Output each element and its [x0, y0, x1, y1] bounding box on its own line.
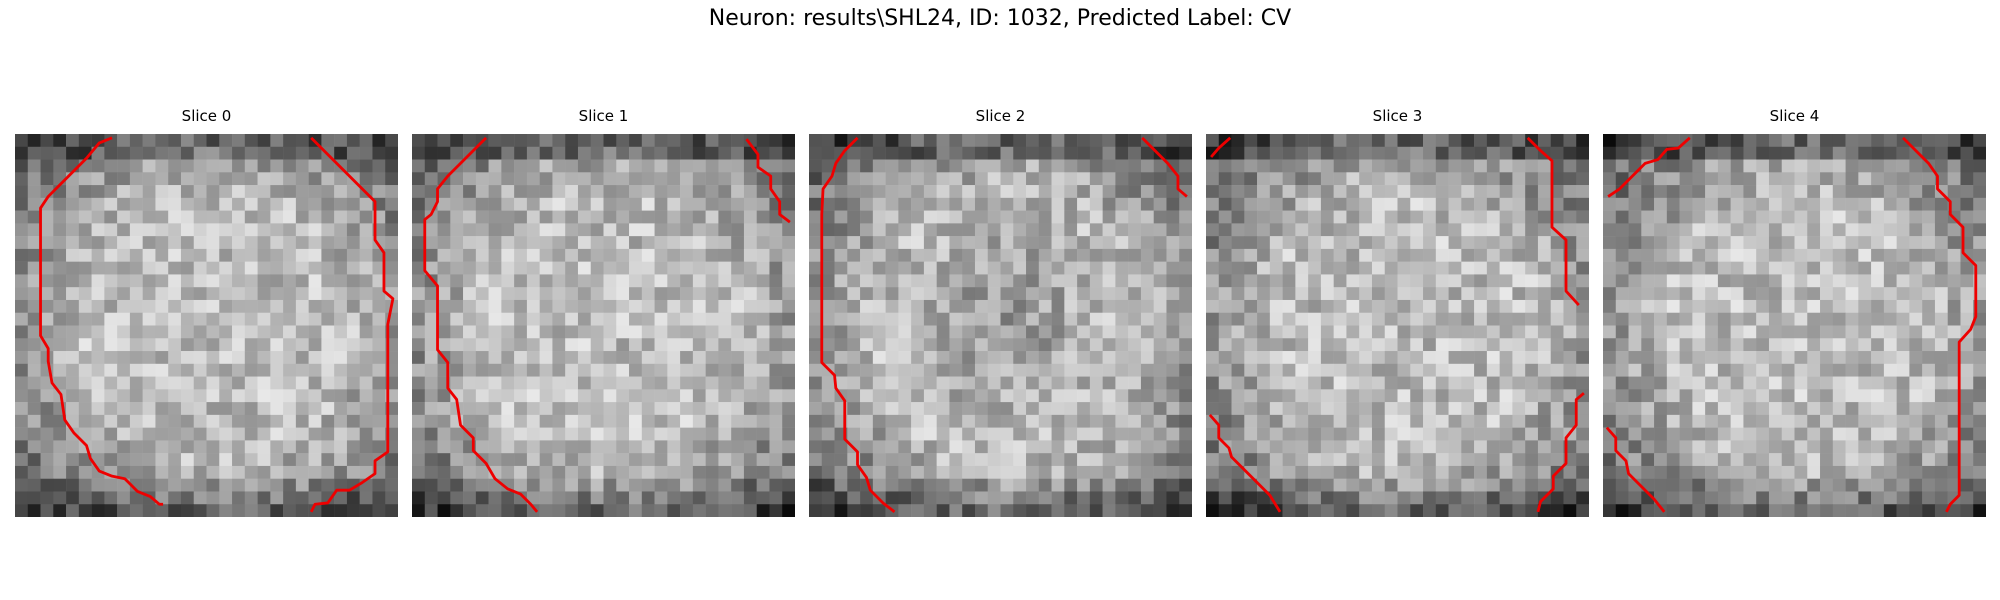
slice-image-0 [15, 134, 398, 517]
contour-topleft-4 [1607, 136, 1691, 198]
slice-pixels-4 [1603, 134, 1986, 517]
slice-title-0: Slice 0 [181, 107, 232, 125]
slice-image-3 [1206, 134, 1589, 517]
contour-bottomleft-3 [1208, 413, 1282, 513]
contour-right-3 [1526, 136, 1580, 307]
slice-title-1: Slice 1 [578, 107, 629, 125]
contour-topleft-3 [1210, 136, 1232, 158]
slice-image-2 [809, 134, 1192, 517]
figure-title: Neuron: results\SHL24, ID: 1032, Predict… [708, 6, 1292, 31]
slice-pixels-1 [412, 134, 795, 517]
contour-left-0 [39, 136, 164, 506]
contour-left-2 [820, 136, 896, 514]
slice-image-1 [412, 134, 795, 517]
slice-image-4 [1603, 134, 1986, 517]
contour-right-0 [309, 136, 395, 513]
slice-title-3: Slice 3 [1372, 107, 1423, 125]
slice-pixels-3 [1206, 134, 1589, 517]
contour-bottomright-3 [1536, 392, 1585, 513]
contour-right-1 [745, 138, 791, 224]
slice-pixels-0 [15, 134, 398, 517]
contour-left-1 [423, 136, 539, 513]
contour-bottomleft-4 [1605, 426, 1666, 513]
slice-title-4: Slice 4 [1769, 107, 1820, 125]
contour-right-2 [1141, 136, 1188, 198]
slice-title-2: Slice 2 [975, 107, 1026, 125]
contour-right-4 [1902, 136, 1978, 513]
slice-pixels-2 [809, 134, 1192, 517]
